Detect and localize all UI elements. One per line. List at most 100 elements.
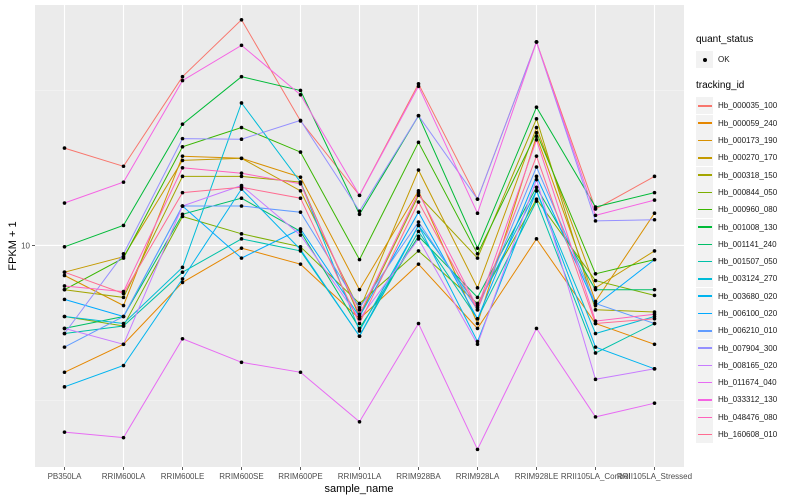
data-point-Hb_008165_020 bbox=[180, 204, 185, 208]
data-point-Hb_011674_040 bbox=[239, 360, 244, 365]
data-point-Hb_006210_010 bbox=[239, 204, 244, 208]
data-point-Hb_006100_020 bbox=[239, 256, 244, 260]
data-point-Hb_006100_020 bbox=[62, 297, 67, 302]
data-point-Hb_160608_010 bbox=[239, 185, 244, 190]
data-point-Hb_001008_130 bbox=[62, 244, 67, 249]
legend-item: Hb_001008_130 bbox=[696, 218, 800, 236]
data-point-Hb_048476_080 bbox=[62, 284, 67, 288]
data-point-Hb_003680_020 bbox=[593, 345, 598, 349]
legend-key bbox=[696, 97, 713, 115]
data-point-Hb_006100_020 bbox=[475, 316, 480, 321]
legend-item: Hb_006210_010 bbox=[696, 322, 800, 340]
legend-color-items: Hb_000035_100 Hb_000059_240 Hb_000173_190 H… bbox=[696, 97, 800, 444]
data-point-Hb_001008_130 bbox=[180, 122, 185, 126]
data-point-Hb_000960_080 bbox=[239, 125, 244, 130]
data-point-Hb_003680_020 bbox=[62, 385, 67, 389]
data-point-Hb_000035_100 bbox=[62, 146, 67, 150]
data-point-Hb_000173_190 bbox=[298, 175, 303, 179]
data-point-Hb_001008_130 bbox=[593, 205, 598, 209]
data-point-Hb_003124_270 bbox=[62, 314, 67, 319]
data-point-Hb_000960_080 bbox=[357, 257, 362, 262]
data-point-Hb_033312_130 bbox=[475, 211, 480, 216]
data-point-Hb_160608_010 bbox=[357, 321, 362, 326]
data-point-Hb_001507_050 bbox=[180, 270, 185, 274]
legend-key bbox=[696, 166, 713, 184]
x-axis-label: sample_name bbox=[324, 483, 393, 495]
data-point-Hb_000960_080 bbox=[121, 256, 126, 260]
data-point-Hb_001141_240 bbox=[593, 287, 598, 292]
legend-key bbox=[696, 253, 713, 271]
data-point-Hb_003680_020 bbox=[298, 247, 303, 252]
data-point-Hb_033312_130 bbox=[298, 92, 303, 97]
line-swatch-icon bbox=[697, 260, 712, 263]
data-point-Hb_160608_010 bbox=[593, 321, 598, 326]
data-point-Hb_008165_020 bbox=[298, 233, 303, 237]
x-tick-label: RRIM600LE bbox=[161, 472, 205, 481]
legend-shape-item: OK bbox=[696, 51, 800, 69]
data-point-Hb_033312_130 bbox=[121, 180, 126, 184]
legend-key bbox=[696, 235, 713, 253]
data-point-Hb_000960_080 bbox=[475, 251, 480, 256]
legend-item: Hb_003124_270 bbox=[696, 270, 800, 288]
data-point-Hb_033312_130 bbox=[416, 84, 421, 89]
data-point-Hb_007904_300 bbox=[180, 136, 185, 141]
data-point-Hb_001008_130 bbox=[121, 223, 126, 228]
data-point-Hb_000960_080 bbox=[416, 140, 421, 145]
y-tick-label: 10 bbox=[21, 241, 30, 250]
legend-item: Hb_000035_100 bbox=[696, 97, 800, 115]
data-point-Hb_001141_240 bbox=[239, 196, 244, 200]
data-point-Hb_008165_020 bbox=[416, 237, 421, 241]
data-point-Hb_000844_050 bbox=[239, 232, 244, 236]
data-point-Hb_048476_080 bbox=[298, 182, 303, 186]
data-point-Hb_006100_020 bbox=[534, 174, 539, 179]
x-tick-label: PB350LA bbox=[48, 472, 82, 481]
line-swatch-icon bbox=[697, 347, 712, 349]
line-swatch-icon bbox=[697, 364, 712, 367]
legend-item: Hb_160608_010 bbox=[696, 426, 800, 444]
data-point-Hb_007904_300 bbox=[121, 251, 126, 256]
data-point-Hb_001141_240 bbox=[180, 212, 185, 217]
data-point-Hb_003680_020 bbox=[475, 339, 480, 344]
data-point-Hb_011674_040 bbox=[593, 415, 598, 419]
data-point-Hb_000960_080 bbox=[180, 144, 185, 149]
legend-label: Hb_006210_010 bbox=[718, 326, 778, 336]
x-tick-label: RRII105LA_Control bbox=[561, 472, 631, 481]
line-swatch-icon bbox=[697, 312, 712, 315]
data-point-Hb_000844_050 bbox=[416, 249, 421, 253]
legend-key bbox=[696, 218, 713, 236]
data-point-Hb_048476_080 bbox=[180, 165, 185, 170]
line-swatch-icon bbox=[697, 399, 712, 401]
legend-key bbox=[696, 356, 713, 374]
data-point-Hb_008165_020 bbox=[593, 377, 598, 382]
x-tick-label: RRIM600SE bbox=[219, 472, 263, 481]
legend-item: Hb_008165_020 bbox=[696, 356, 800, 374]
data-point-Hb_000059_240 bbox=[652, 342, 657, 347]
data-point-Hb_000059_240 bbox=[475, 326, 480, 331]
data-point-Hb_001507_050 bbox=[239, 237, 244, 241]
data-point-Hb_000960_080 bbox=[62, 287, 67, 292]
legend: quant_status OK tracking_id Hb_000035_10… bbox=[696, 34, 800, 444]
data-point-Hb_007904_300 bbox=[475, 197, 480, 201]
line-swatch-icon bbox=[697, 105, 712, 107]
legend-label: Hb_000270_170 bbox=[718, 153, 778, 163]
data-point-Hb_008165_020 bbox=[357, 316, 362, 321]
data-point-Hb_000270_170 bbox=[239, 156, 244, 161]
data-point-Hb_160608_010 bbox=[652, 316, 657, 321]
data-point-Hb_033312_130 bbox=[180, 78, 185, 83]
line-swatch-icon bbox=[697, 226, 712, 228]
data-point-Hb_006210_010 bbox=[298, 210, 303, 214]
line-swatch-icon bbox=[697, 381, 712, 384]
legend-label: Hb_011674_040 bbox=[718, 378, 777, 388]
data-point-Hb_001008_130 bbox=[652, 190, 657, 195]
data-point-Hb_001141_240 bbox=[475, 295, 480, 300]
x-tick-label: RRIM928BA bbox=[396, 472, 441, 481]
legend-key bbox=[696, 201, 713, 219]
data-point-Hb_003680_020 bbox=[121, 363, 126, 368]
legend-label: Hb_007904_300 bbox=[718, 343, 778, 353]
data-point-Hb_006210_010 bbox=[416, 220, 421, 224]
legend-item: Hb_033312_130 bbox=[696, 391, 800, 409]
data-point-Hb_006210_010 bbox=[534, 165, 539, 169]
data-point-Hb_011674_040 bbox=[534, 326, 539, 331]
legend-item: Hb_000059_240 bbox=[696, 114, 800, 132]
data-point-Hb_033312_130 bbox=[593, 213, 598, 218]
